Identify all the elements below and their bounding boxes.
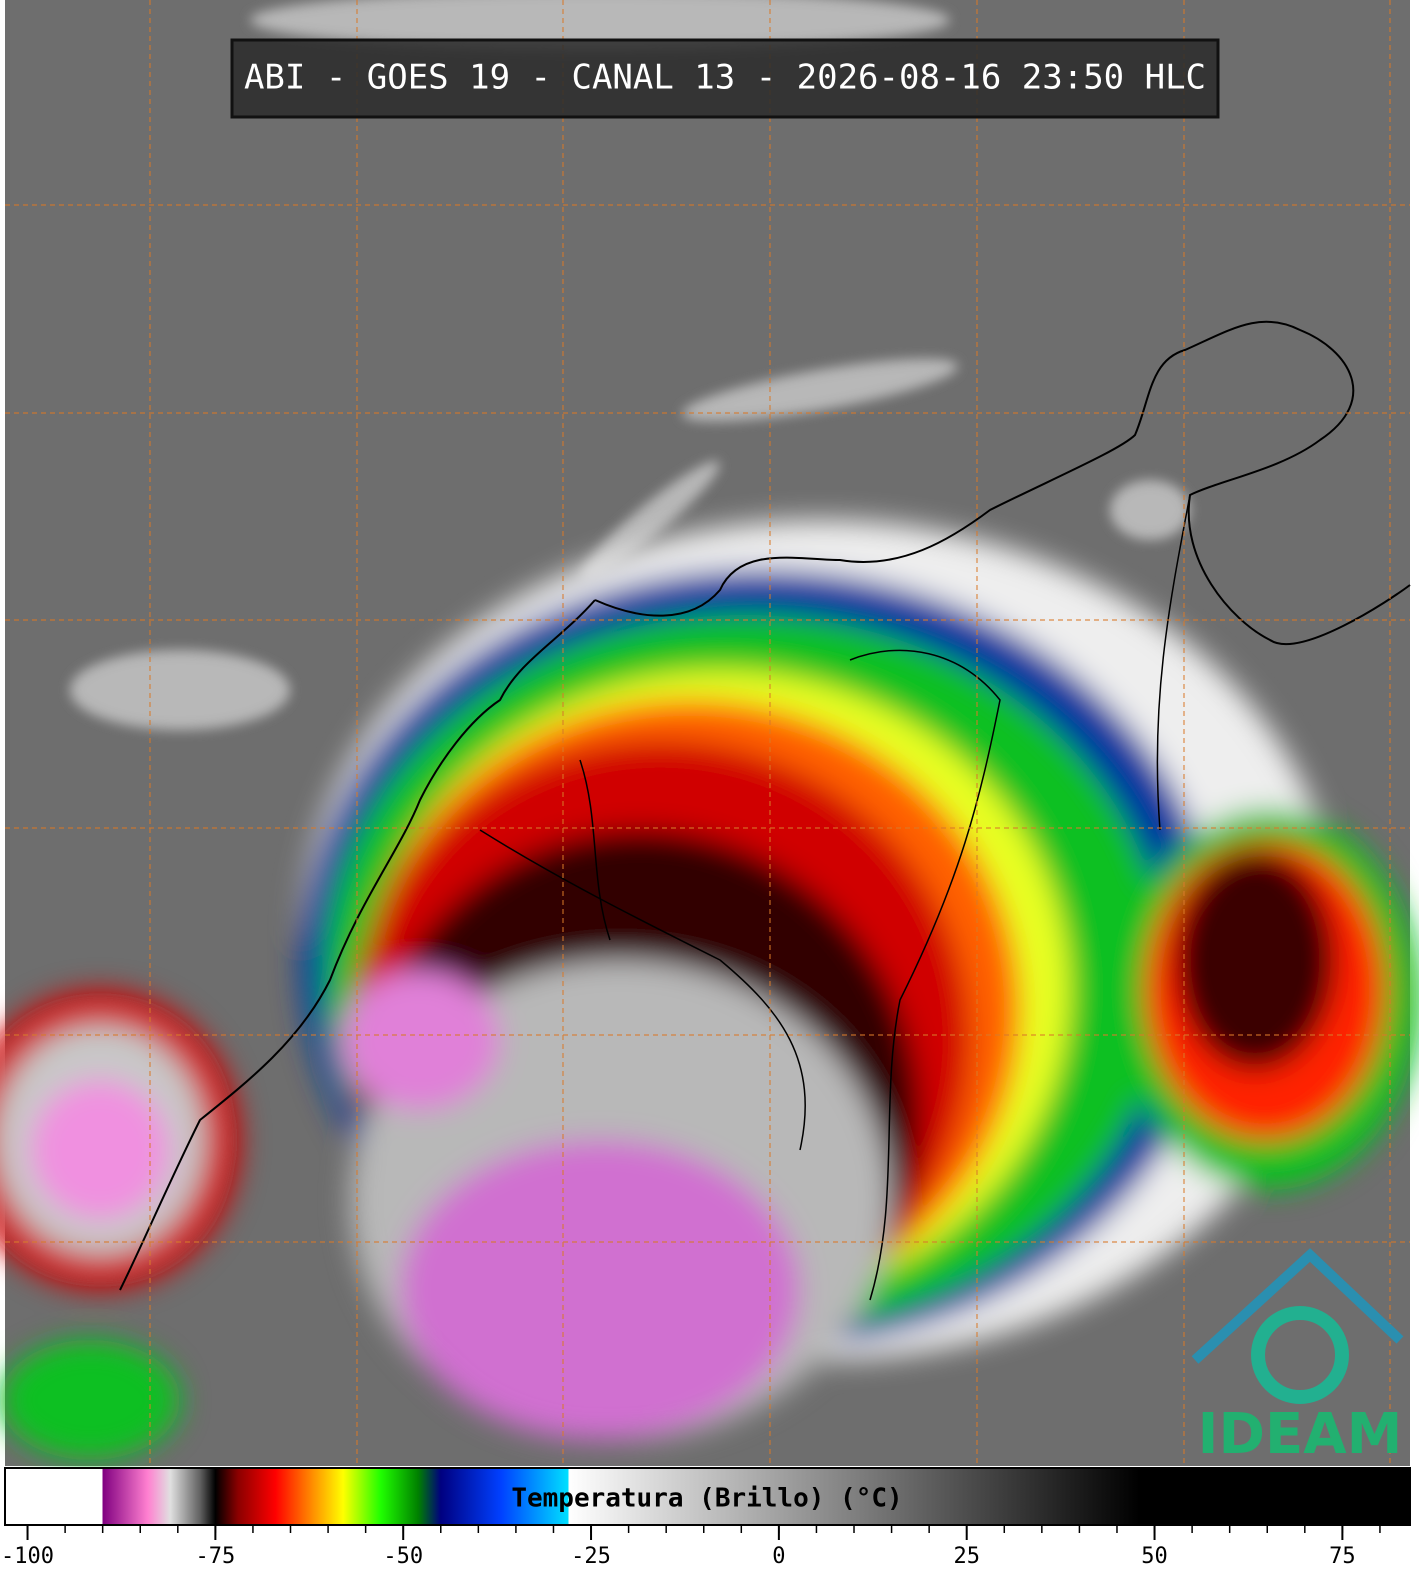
- colorbar: [4, 1467, 1411, 1526]
- tick-label: 25: [953, 1544, 980, 1569]
- logo: IDEAM: [1191, 1248, 1404, 1467]
- tick-label: 50: [1141, 1544, 1168, 1569]
- border: [479, 494, 1191, 1301]
- colorbar-label: Temperatura (Brillo) (°C): [511, 1484, 902, 1514]
- title: ABI - GOES 19 - CANAL 13 - 2026-08-16 23…: [244, 58, 1206, 98]
- title-box: [230, 38, 1220, 119]
- coastline: [594, 320, 1411, 646]
- tick-label: 75: [1329, 1544, 1356, 1569]
- tick-label: -50: [383, 1544, 423, 1569]
- logo-text: IDEAM: [1198, 1402, 1403, 1467]
- tick-label: 0: [772, 1544, 785, 1569]
- tick-label: -75: [195, 1544, 235, 1569]
- tick-label: -100: [1, 1544, 54, 1569]
- tick-label: -25: [571, 1544, 611, 1569]
- satellite-image: ABI - GOES 19 - CANAL 13 - 2026-08-16 23…: [0, 0, 1419, 1467]
- coastline: [119, 599, 596, 1291]
